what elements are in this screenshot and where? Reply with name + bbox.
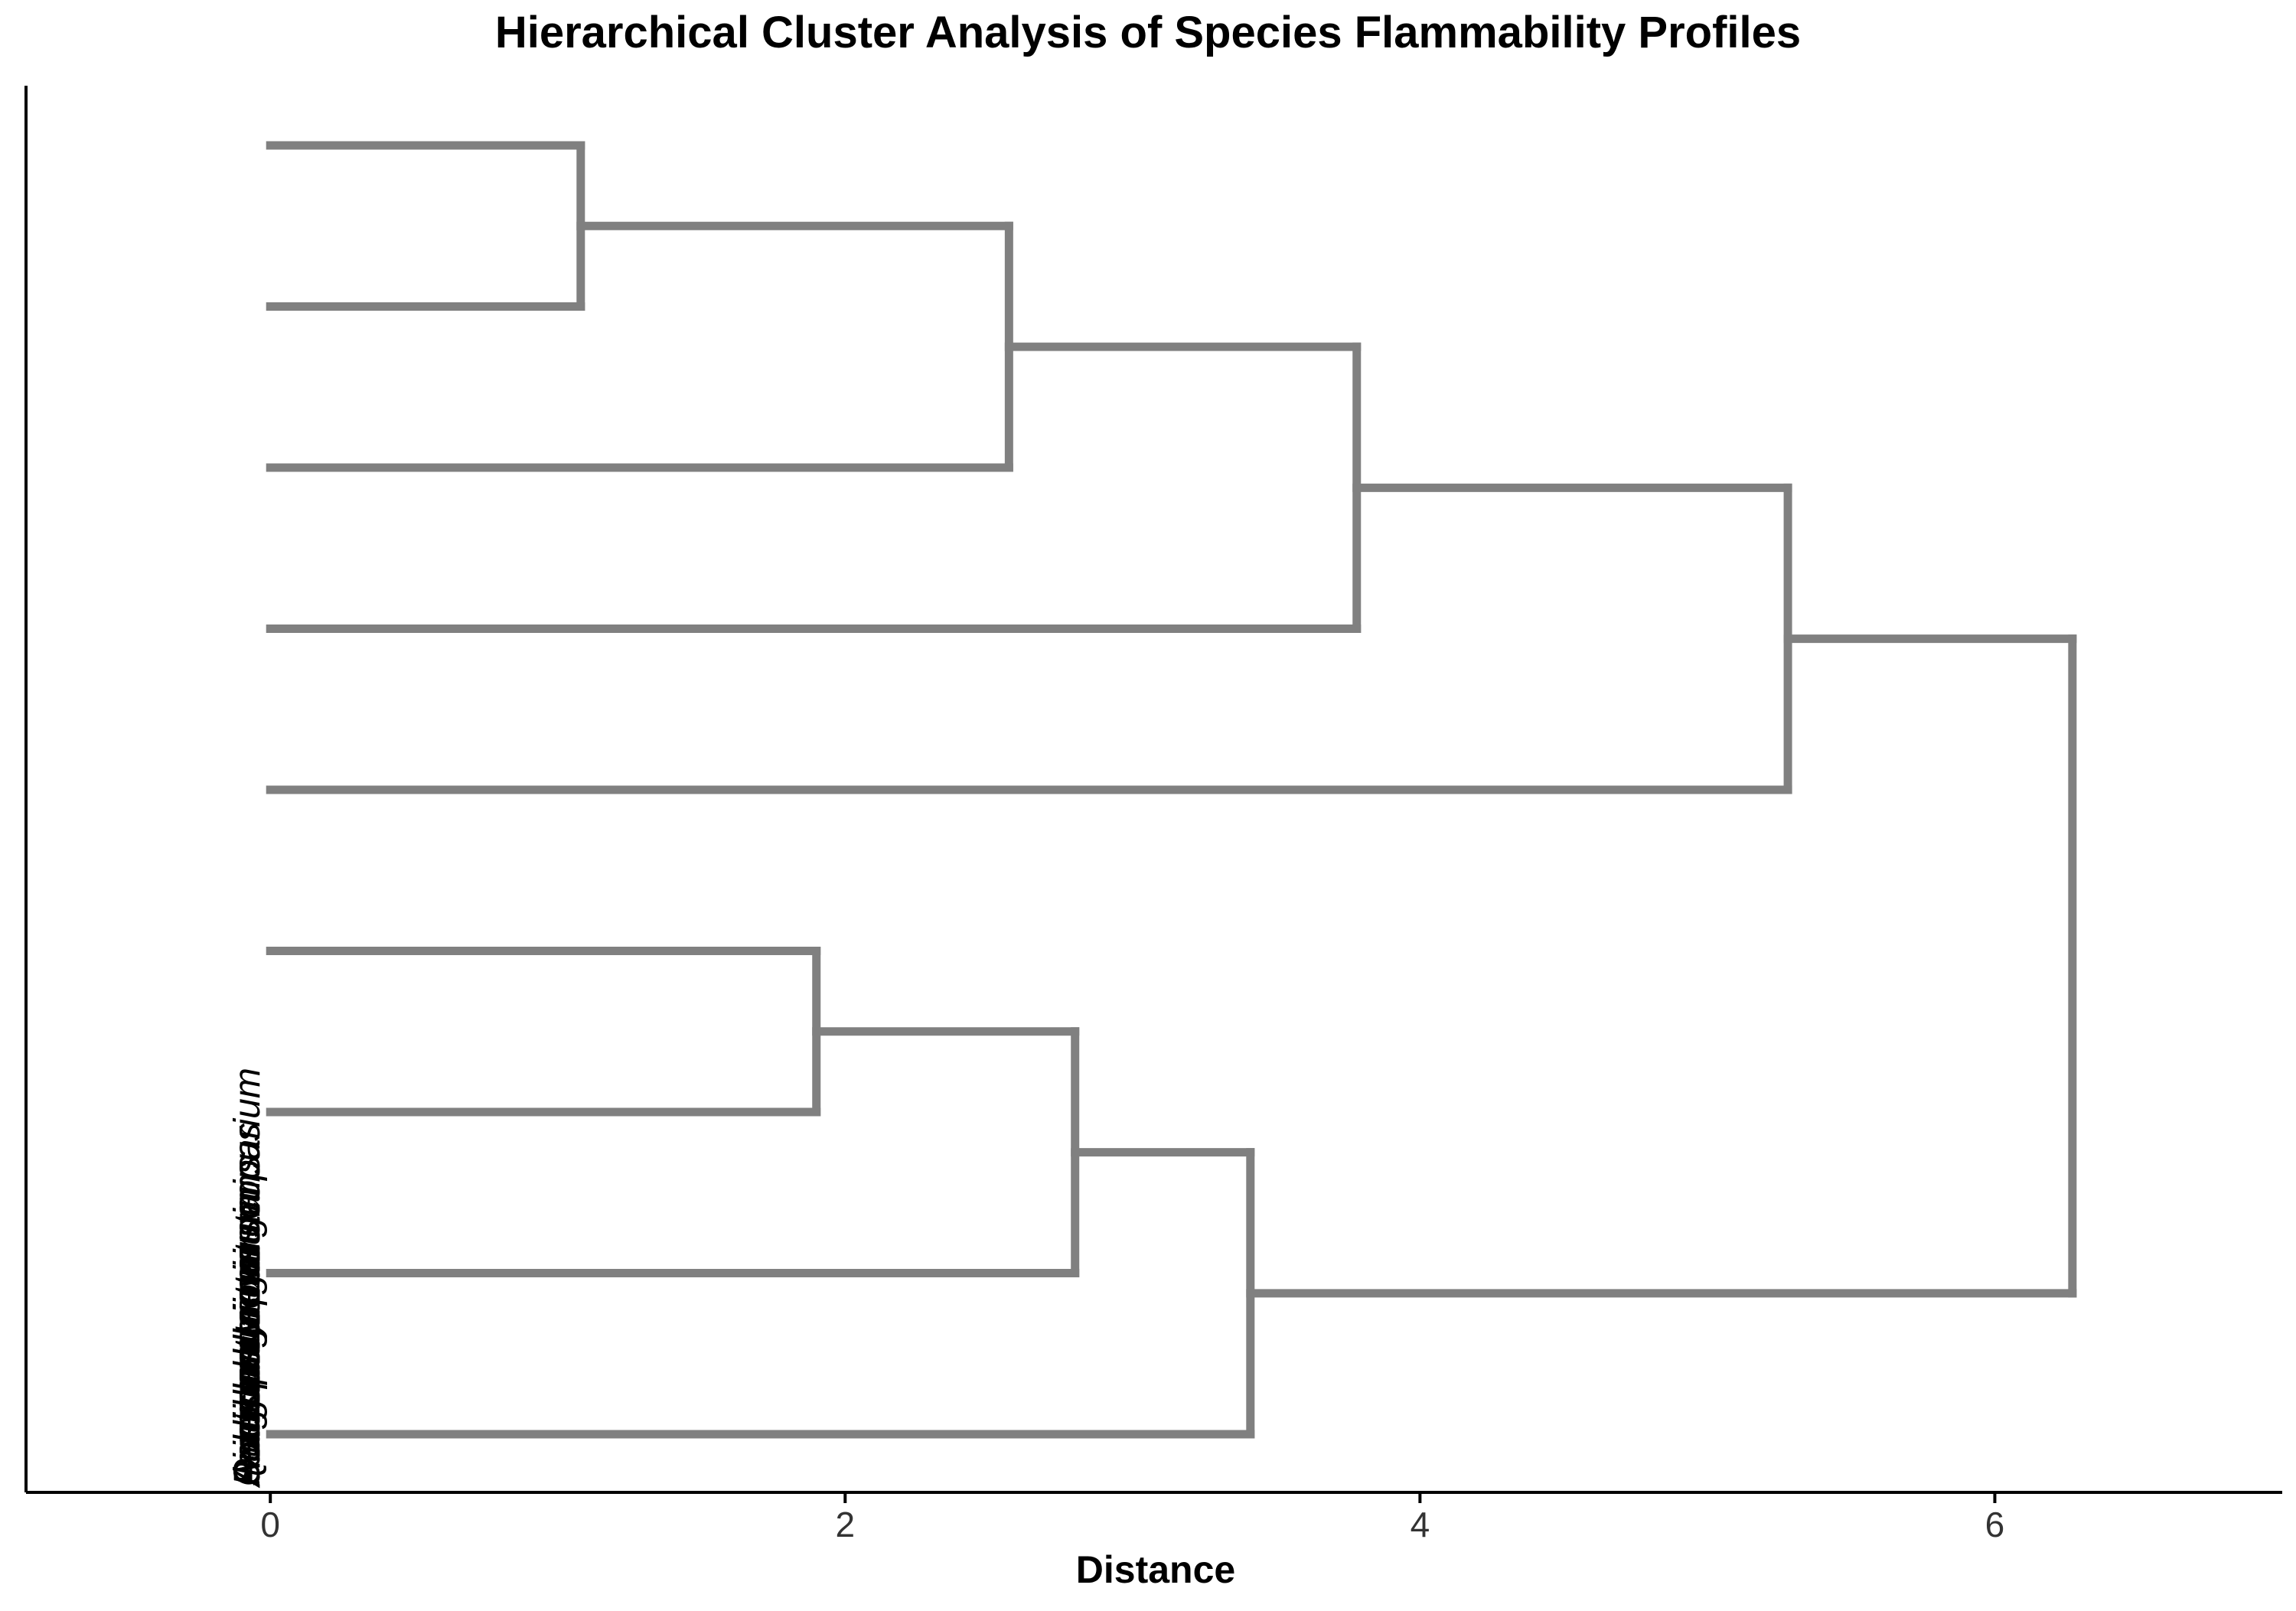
- leaf-label: Ilex glabra: [227, 1317, 268, 1486]
- leaf-label: Schizachyrium scoparium: [227, 1068, 268, 1486]
- dendrogram-branches: [266, 141, 2077, 1439]
- leaf-label: Sorghastrum nutans: [227, 1156, 268, 1486]
- x-tick-label: 0: [260, 1505, 280, 1544]
- leaf-label: Serenoa repens: [227, 1225, 268, 1486]
- x-tick-label: 4: [1411, 1505, 1430, 1544]
- leaf-label: Pinus palustris: [227, 1247, 268, 1486]
- x-axis-title: Distance: [1076, 1548, 1235, 1591]
- chart-title: Hierarchical Cluster Analysis of Species…: [495, 8, 1801, 57]
- x-tick-label: 6: [1985, 1505, 2005, 1544]
- leaf-label: Andropogon virginicus: [227, 1123, 268, 1489]
- x-axis-ticks: 0 2 4 6: [260, 1492, 2004, 1544]
- leaf-label: Aristida stricta: [227, 1256, 268, 1489]
- leaf-label: Quercus laevis: [227, 1244, 268, 1486]
- x-tick-label: 2: [835, 1505, 855, 1544]
- leaf-label: Panicum virgatum: [227, 1192, 268, 1486]
